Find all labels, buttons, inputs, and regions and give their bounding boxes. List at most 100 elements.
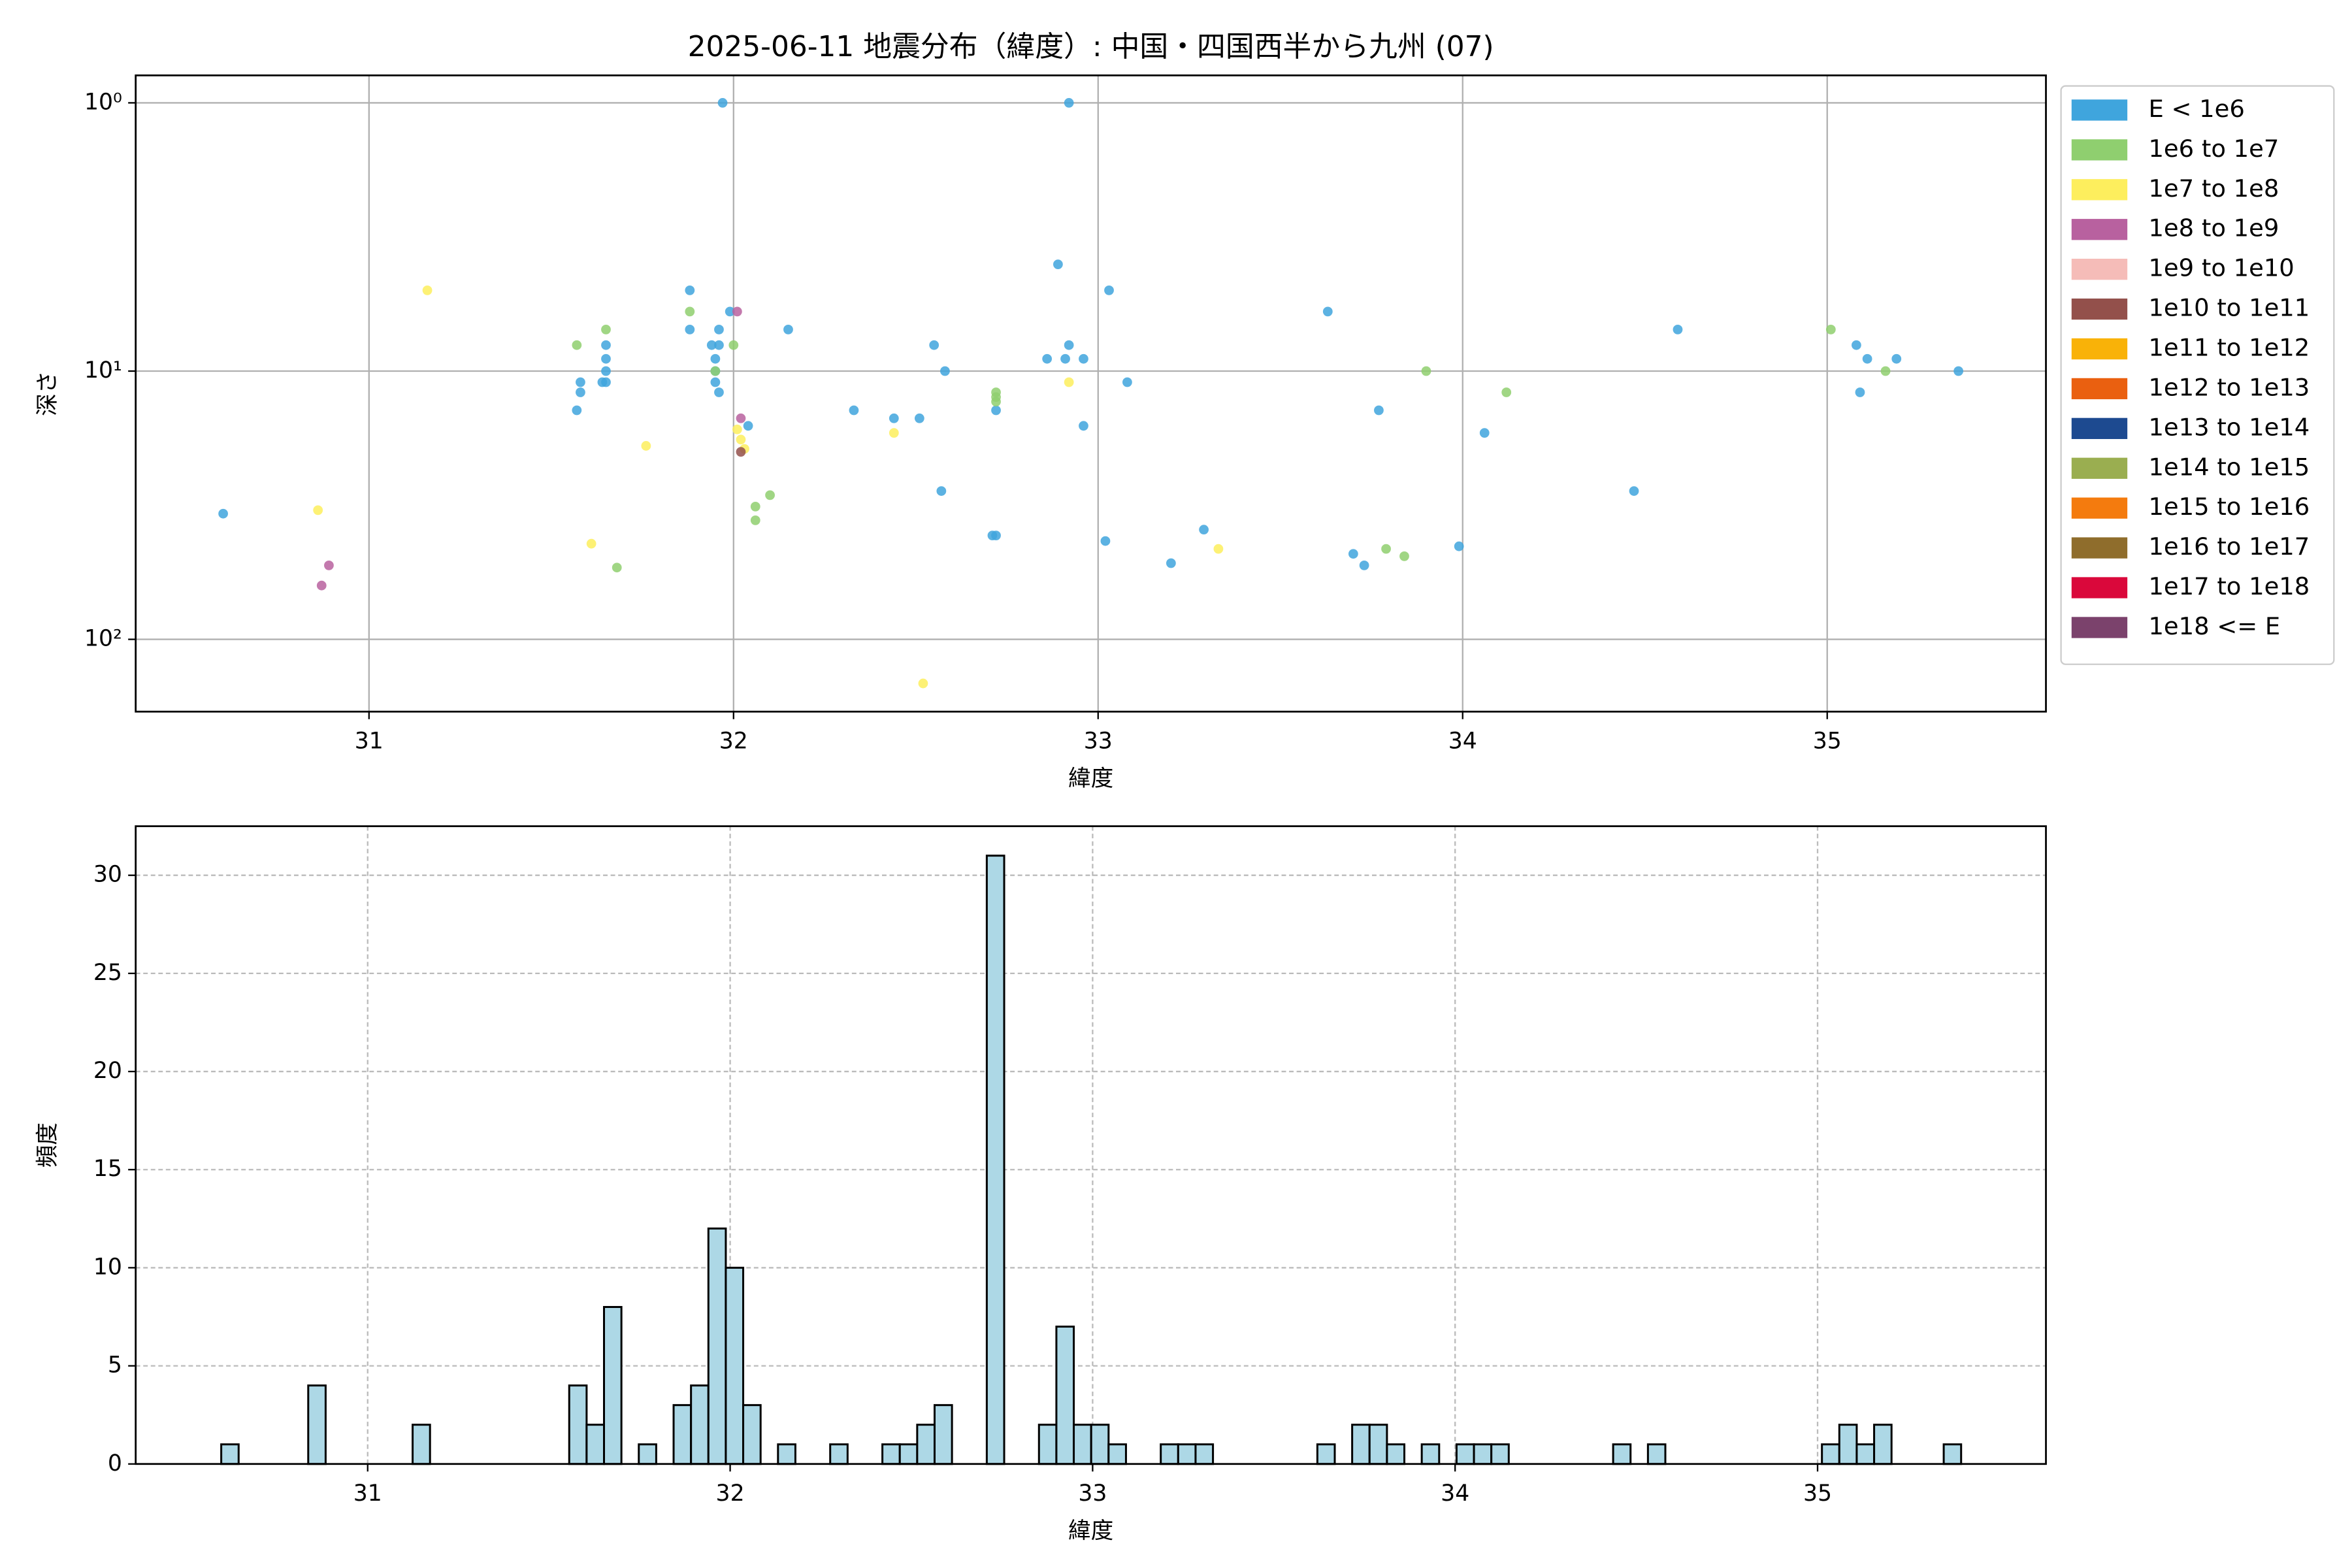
point (1852, 340, 1861, 350)
point (732, 306, 742, 317)
bar (1873, 1424, 1893, 1465)
bar (1473, 1443, 1493, 1465)
point (765, 490, 775, 500)
point (717, 98, 728, 108)
point (576, 387, 585, 397)
point (1100, 536, 1111, 546)
point (732, 424, 742, 434)
point (889, 428, 899, 438)
point (586, 538, 596, 549)
point (929, 340, 939, 350)
legend-label: 1e17 to 1e18 (2148, 572, 2310, 600)
bar (1160, 1443, 1179, 1465)
bar (672, 1404, 693, 1465)
point (736, 447, 746, 457)
legend-label: 1e14 to 1e15 (2148, 453, 2310, 481)
bar (777, 1443, 796, 1465)
y-tick-label: 15 (93, 1156, 122, 1182)
legend-swatch (2071, 338, 2128, 360)
point (1855, 387, 1865, 397)
point (1199, 525, 1209, 535)
x-axis-label: 緯度 (1068, 766, 1113, 792)
point (714, 387, 724, 397)
point (710, 366, 721, 376)
point (1880, 366, 1891, 376)
point (1064, 377, 1074, 387)
legend-swatch (2071, 99, 2128, 121)
bar (985, 855, 1005, 1465)
x-tick-label: 34 (1441, 1480, 1469, 1507)
point (710, 353, 721, 364)
legend-label: 1e8 to 1e9 (2148, 214, 2279, 242)
point (750, 502, 760, 512)
bar (690, 1384, 710, 1465)
bar (638, 1443, 657, 1465)
point (601, 366, 611, 376)
legend-label: 1e13 to 1e14 (2148, 413, 2310, 441)
point (601, 325, 611, 335)
point (783, 325, 793, 335)
bar (1037, 1424, 1058, 1465)
y-tick-label: 0 (108, 1450, 122, 1477)
bar (881, 1443, 901, 1465)
point (725, 306, 735, 317)
point (313, 505, 323, 515)
legend-swatch (2071, 139, 2128, 161)
bar (585, 1424, 606, 1465)
point (706, 340, 717, 350)
point (736, 413, 746, 423)
point (750, 515, 760, 525)
point (1079, 353, 1088, 364)
legend-swatch (2071, 537, 2128, 559)
point (714, 340, 724, 350)
point (743, 421, 753, 431)
point (1079, 421, 1088, 431)
bar (1821, 1443, 1840, 1465)
point (1064, 340, 1074, 350)
y-tick-label: 20 (93, 1058, 122, 1084)
point (1348, 549, 1358, 559)
bar (707, 1227, 727, 1465)
point (1629, 486, 1639, 496)
y-tick-label: 5 (108, 1352, 122, 1379)
y-tick-label: 10¹ (84, 357, 122, 384)
bar (725, 1266, 745, 1465)
bar (220, 1443, 240, 1465)
x-tick-label: 34 (1448, 728, 1477, 754)
legend-label: 1e16 to 1e17 (2148, 532, 2310, 561)
bar (1351, 1424, 1371, 1465)
y-axis-label: 深さ (35, 371, 61, 416)
point (936, 486, 947, 496)
point (991, 531, 1001, 540)
point (597, 377, 608, 387)
point (1042, 353, 1053, 364)
bar (1838, 1424, 1858, 1465)
bar (1107, 1443, 1127, 1465)
legend-swatch (2071, 259, 2128, 280)
legend-label: 1e15 to 1e16 (2148, 493, 2310, 521)
legend-frame (2060, 85, 2335, 665)
bar (1073, 1424, 1092, 1465)
x-tick-label: 33 (1084, 728, 1113, 754)
legend-swatch (2071, 219, 2128, 240)
point (940, 366, 950, 376)
point (714, 325, 724, 335)
point (422, 286, 433, 295)
bar (898, 1443, 919, 1465)
bar (1646, 1443, 1667, 1465)
bar (742, 1404, 762, 1465)
point (728, 340, 739, 350)
x-tick-label: 33 (1078, 1480, 1107, 1507)
bar (1455, 1443, 1475, 1465)
y-tick-label: 10 (93, 1254, 122, 1280)
x-tick-label: 32 (719, 728, 748, 754)
axes-frame (135, 74, 2047, 713)
y-tick-label: 25 (93, 960, 122, 986)
point (1399, 551, 1409, 561)
bar (568, 1384, 588, 1465)
legend-label: 1e9 to 1e10 (2148, 254, 2294, 282)
point (1381, 544, 1391, 554)
